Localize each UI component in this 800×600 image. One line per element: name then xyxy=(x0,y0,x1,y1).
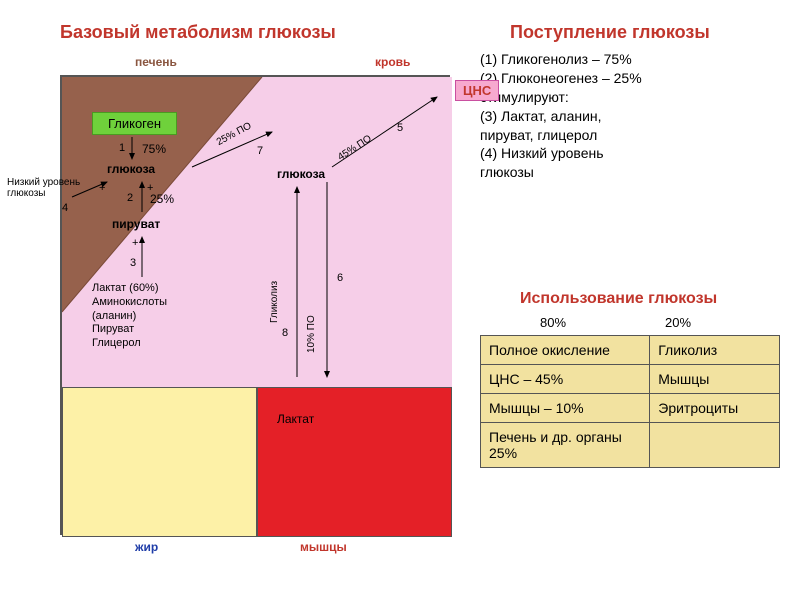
node-glucose-blood: глюкоза xyxy=(277,167,325,181)
cell xyxy=(650,423,780,468)
intake-text: (1) Гликогенолиз – 75% (2) Глюконеогенез… xyxy=(480,50,790,182)
label-muscle: мышцы xyxy=(300,540,347,554)
table-row: Печень и др. органы 25% xyxy=(481,423,780,468)
node-lactate: Лактат xyxy=(277,412,314,426)
intake-line-5: пируват, глицерол xyxy=(480,126,790,145)
node-low-glucose: Низкий уровень глюкозы xyxy=(7,177,80,199)
cell: Печень и др. органы 25% xyxy=(481,423,650,468)
intake-line-6: (4) Низкий уровень xyxy=(480,144,790,163)
num-3: 3 xyxy=(130,257,136,269)
title-usage: Использование глюкозы xyxy=(520,290,717,308)
num-8: 8 xyxy=(282,327,288,339)
label-blood: кровь xyxy=(375,55,410,69)
node-pyruvate: пируват xyxy=(112,217,160,231)
node-substrates: Лактат (60%) Аминокислоты (аланин) Пирув… xyxy=(92,282,167,351)
label-po10: 10% ПО xyxy=(306,315,317,353)
label-fat: жир xyxy=(135,540,158,554)
pct-2: 25% xyxy=(150,192,174,206)
cell: Мышцы – 10% xyxy=(481,394,650,423)
label-liver: печень xyxy=(135,55,177,69)
intake-line-4: (3) Лактат, аланин, xyxy=(480,107,790,126)
usage-pct-right: 20% xyxy=(665,315,691,330)
table-row: Мышцы – 10% Эритроциты xyxy=(481,394,780,423)
cell: Гликолиз xyxy=(650,336,780,365)
num-2: 2 xyxy=(127,192,133,204)
glycogen-box: Гликоген xyxy=(92,112,177,135)
usage-pct-left: 80% xyxy=(540,315,566,330)
region-muscle xyxy=(257,387,452,537)
num-6: 6 xyxy=(337,272,343,284)
intake-line-7: глюкозы xyxy=(480,163,790,182)
num-5: 5 xyxy=(397,122,403,134)
cell: Полное окисление xyxy=(481,336,650,365)
pct-1: 75% xyxy=(142,142,166,156)
node-glucose-liver: глюкоза xyxy=(107,162,155,176)
intake-line-2: (2) Глюконеогенез – 25% xyxy=(480,69,790,88)
table-row: Полное окисление Гликолиз xyxy=(481,336,780,365)
title-right: Поступление глюкозы xyxy=(510,22,710,43)
diagram: Гликоген глюкоза глюкоза пируват Лактат … xyxy=(60,75,450,535)
label-glycolysis: Гликолиз xyxy=(269,281,280,323)
region-fat xyxy=(62,387,257,537)
cell: Эритроциты xyxy=(650,394,780,423)
num-4: 4 xyxy=(62,202,68,214)
table-row: ЦНС – 45% Мышцы xyxy=(481,365,780,394)
cell: Мышцы xyxy=(650,365,780,394)
cns-box: ЦНС xyxy=(455,80,499,101)
usage-table: Полное окисление Гликолиз ЦНС – 45% Мышц… xyxy=(480,335,780,468)
intake-line-1: (1) Гликогенолиз – 75% xyxy=(480,50,790,69)
num-7: 7 xyxy=(257,145,263,157)
cell: ЦНС – 45% xyxy=(481,365,650,394)
intake-line-3: стимулируют: xyxy=(480,88,790,107)
title-left: Базовый метаболизм глюкозы xyxy=(60,22,336,43)
num-1: 1 xyxy=(119,142,125,154)
